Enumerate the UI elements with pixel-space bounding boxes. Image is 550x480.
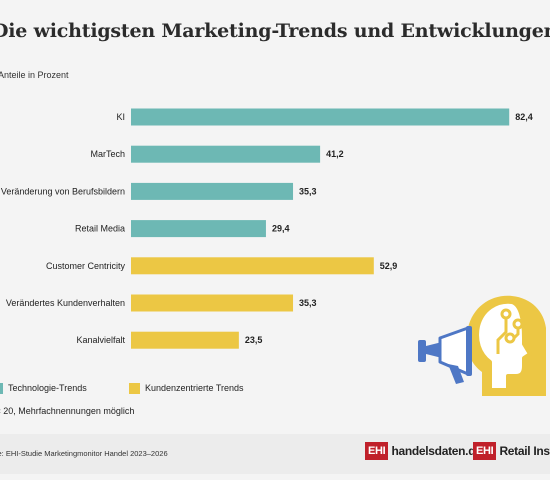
illustration <box>412 288 547 403</box>
chart-title: Die wichtigsten Marketing-Trends und Ent… <box>0 20 550 42</box>
head-circuit-icon <box>466 295 546 396</box>
bar <box>131 145 321 163</box>
bar <box>131 257 374 275</box>
bar-chart: KI 82,4 MarTech 41,2 Veränderung von Berufsb… <box>1 108 533 349</box>
category-label: KI <box>116 112 125 122</box>
category-label: Veränderung von Berufsbildern <box>1 186 125 196</box>
brand-retail-institute[interactable]: EHI Retail Institute <box>473 440 550 462</box>
category-label: Kanalvielfalt <box>76 335 125 345</box>
footnote: n = 20, Mehrfachnennungen möglich <box>0 406 135 416</box>
value-label: 29,4 <box>272 224 290 234</box>
legend-swatch-customer <box>129 383 140 394</box>
value-label: 35,3 <box>299 298 317 308</box>
brand-handelsdaten[interactable]: EHI handelsdaten.de <box>365 440 482 462</box>
value-label: 82,4 <box>515 112 533 122</box>
megaphone-icon <box>418 326 472 384</box>
ehi-logo: EHI <box>365 442 389 460</box>
brand-name: handelsdaten.de <box>391 444 482 458</box>
bar <box>131 182 294 200</box>
category-label: Verändertes Kundenverhalten <box>6 298 125 308</box>
value-label: 35,3 <box>299 186 317 196</box>
source-note: Quelle: EHI-Studie Marketingmonitor Hand… <box>0 449 168 458</box>
value-label: 41,2 <box>326 149 344 159</box>
value-label: 23,5 <box>245 335 263 345</box>
brand-name: Retail Institute <box>499 444 550 458</box>
ehi-logo: EHI <box>473 442 497 460</box>
value-label: 52,9 <box>380 261 398 271</box>
category-label: Customer Centricity <box>46 261 126 271</box>
category-label: MarTech <box>90 149 125 159</box>
bar <box>131 331 239 349</box>
bar <box>131 108 510 126</box>
bar <box>131 220 266 238</box>
legend-swatch-technology <box>0 383 3 394</box>
legend-label-customer: Kundenzentrierte Trends <box>145 383 244 393</box>
chart-subtitle: Anteile in Prozent <box>0 70 69 80</box>
bar <box>131 294 294 312</box>
legend-label-technology: Technologie-Trends <box>8 383 87 393</box>
category-label: Retail Media <box>75 224 125 234</box>
footer-bar <box>0 434 550 474</box>
